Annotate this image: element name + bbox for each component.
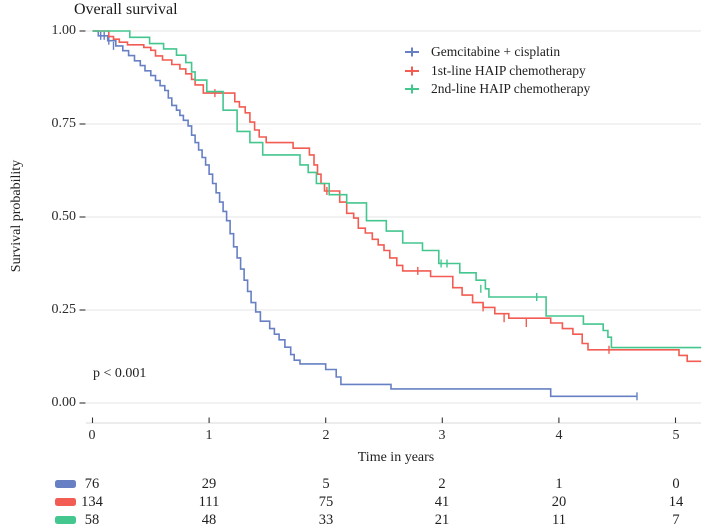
at-risk-count: 58 <box>84 512 100 528</box>
x-axis-label: Time in years <box>357 450 435 465</box>
y-tick-label: 0.25 <box>51 302 77 317</box>
group-color-swatch <box>55 516 76 524</box>
chart-title: Overall survival <box>74 1 178 18</box>
at-risk-count: 11 <box>552 512 566 528</box>
legend-item-label: 1st-line HAIP chemotherapy <box>431 62 586 78</box>
legend-item-label: 2nd-line HAIP chemotherapy <box>431 80 591 96</box>
at-risk-count: 48 <box>201 512 217 528</box>
legend: Gemcitabine + cisplatin 1st-line HAIP ch… <box>402 43 590 98</box>
at-risk-count: 29 <box>201 476 217 492</box>
y-tick-label: 0.75 <box>51 116 77 131</box>
risk-table-row: 134 111 75 41 20 14 <box>0 493 706 511</box>
plus-marker-icon <box>405 84 419 94</box>
y-tick-label: 0.00 <box>51 395 77 410</box>
group-color-swatch <box>55 480 76 488</box>
at-risk-count: 33 <box>318 512 334 528</box>
at-risk-count: 111 <box>198 494 220 510</box>
at-risk-count: 41 <box>434 494 450 510</box>
group-color-swatch <box>55 498 76 506</box>
survival-curve <box>92 30 702 349</box>
at-risk-count: 20 <box>551 494 567 510</box>
plus-marker-icon <box>405 66 419 76</box>
p-value-annotation: p < 0.001 <box>93 366 147 381</box>
legend-item: Gemcitabine + cisplatin <box>402 43 590 61</box>
survival-curve <box>92 30 702 363</box>
x-tick-label: 5 <box>672 428 680 443</box>
at-risk-count: 5 <box>322 476 330 492</box>
y-tick-label: 0.50 <box>51 209 77 224</box>
legend-item: 1st-line HAIP chemotherapy <box>402 61 590 79</box>
at-risk-count: 2 <box>438 476 446 492</box>
x-tick-label: 0 <box>88 428 96 443</box>
plus-marker-icon <box>405 47 419 57</box>
x-tick-label: 4 <box>555 428 563 443</box>
x-tick-label: 2 <box>322 428 330 443</box>
risk-table-row: 76 29 5 2 1 0 <box>0 475 706 493</box>
y-tick-label: 1.00 <box>51 23 77 38</box>
x-tick-label: 1 <box>205 428 213 443</box>
legend-item: 2nd-line HAIP chemotherapy <box>402 80 590 98</box>
at-risk-count: 21 <box>434 512 450 528</box>
at-risk-count: 0 <box>672 476 680 492</box>
at-risk-count: 75 <box>318 494 334 510</box>
at-risk-count: 134 <box>81 494 103 510</box>
x-tick-label: 3 <box>438 428 446 443</box>
at-risk-count: 1 <box>555 476 563 492</box>
risk-table-row: 58 48 33 21 11 7 <box>0 511 706 528</box>
at-risk-count: 76 <box>84 476 100 492</box>
survival-curve <box>92 30 637 398</box>
at-risk-count: 14 <box>668 494 684 510</box>
y-axis-label: Survival probability <box>9 159 24 273</box>
legend-item-label: Gemcitabine + cisplatin <box>431 44 561 60</box>
at-risk-count: 7 <box>672 512 680 528</box>
